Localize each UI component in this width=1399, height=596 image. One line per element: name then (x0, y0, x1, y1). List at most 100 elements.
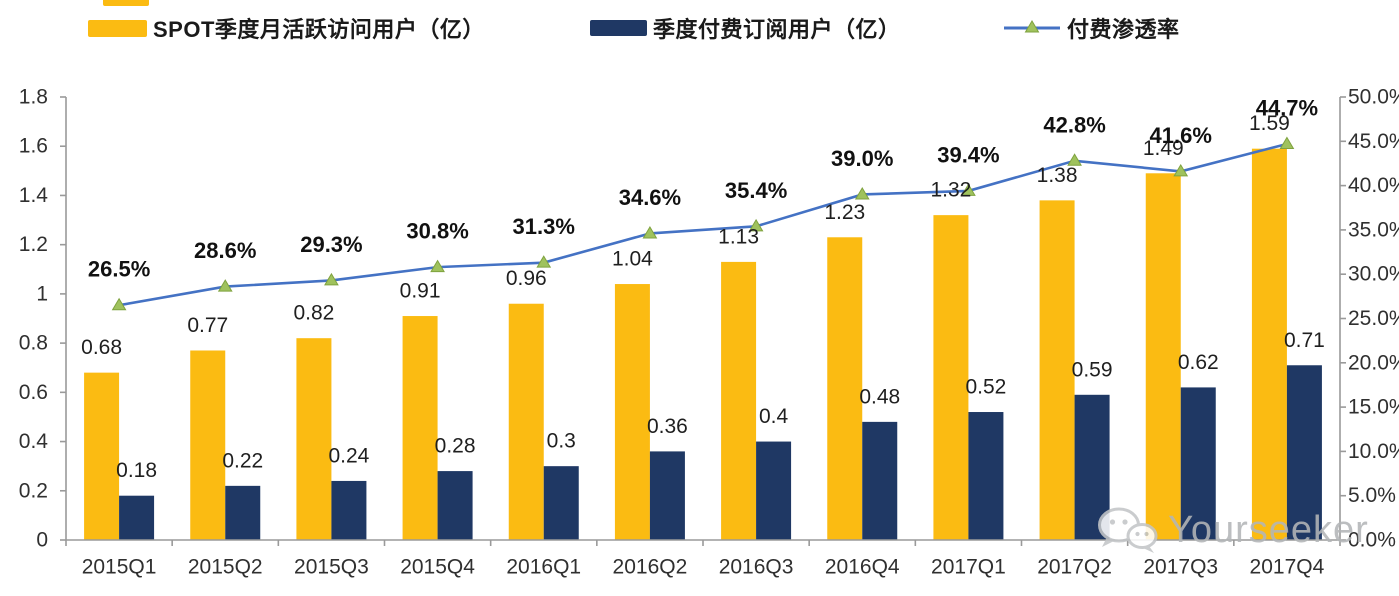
mau-value-label: 1.49 (1143, 137, 1184, 160)
left-axis-tick-label: 0.6 (19, 381, 48, 404)
mau-legend-swatch (88, 19, 147, 37)
subs-value-label: 0.3 (547, 430, 576, 453)
mau-value-label: 1.13 (718, 225, 759, 248)
x-axis-category-label: 2016Q2 (613, 556, 688, 579)
bar-subscribers (543, 466, 579, 540)
subs-value-label: 0.52 (965, 376, 1006, 399)
penetration-value-label: 44.7% (1256, 95, 1318, 120)
mau-value-label: 0.82 (293, 302, 334, 325)
mau-value-label: 1.38 (1037, 164, 1078, 187)
subs-value-label: 0.59 (1072, 358, 1113, 381)
bar-mau (402, 316, 438, 540)
subs-value-label: 0.4 (759, 405, 789, 428)
left-axis-tick-label: 0.2 (19, 479, 48, 502)
subs-value-label: 0.18 (116, 459, 157, 482)
bar-mau (827, 237, 863, 541)
penetration-legend-marker (1004, 20, 1060, 33)
bar-subscribers (331, 480, 367, 540)
x-axis-category-label: 2017Q3 (1143, 556, 1218, 579)
penetration-marker (1067, 153, 1082, 166)
bar-subscribers (1180, 387, 1216, 540)
bar-mau (190, 350, 226, 540)
penetration-marker (642, 225, 658, 239)
penetration-value-label: 28.6% (194, 238, 256, 263)
penetration-value-label: 41.6% (1150, 123, 1212, 148)
penetration-value-label: 35.4% (725, 178, 787, 203)
subs-value-label: 0.48 (859, 385, 900, 408)
penetration-value-label: 26.5% (88, 257, 150, 282)
right-axis-tick-label: 45.0% (1348, 130, 1399, 153)
bar-subscribers (649, 451, 685, 540)
bar-mau (508, 303, 544, 540)
x-axis-category-label: 2015Q4 (400, 556, 475, 579)
mau-value-label: 1.04 (612, 248, 653, 271)
subs-legend-swatch (590, 20, 647, 36)
subs-value-label: 0.71 (1284, 329, 1325, 352)
bar-mau (84, 372, 120, 540)
mau-value-label: 1.59 (1249, 112, 1290, 135)
penetration-marker (854, 186, 870, 200)
right-axis-tick-label: 30.0% (1348, 263, 1399, 286)
bar-mau (933, 215, 969, 540)
left-axis-tick-label: 0 (36, 529, 48, 552)
right-axis-tick-label: 20.0% (1348, 351, 1399, 374)
penetration-line (118, 142, 1288, 307)
right-axis-tick-label: 15.0% (1348, 396, 1399, 419)
right-axis-tick-label: 25.0% (1348, 307, 1399, 330)
x-axis-category-label: 2016Q1 (506, 556, 581, 579)
subs-value-label: 0.22 (222, 449, 263, 472)
legend-item-penetration: 付费渗透率 (1003, 14, 1180, 42)
penetration-marker (1279, 136, 1295, 149)
subs-value-label: 0.62 (1178, 351, 1219, 374)
x-axis-category-label: 2017Q1 (931, 556, 1006, 579)
subs-value-label: 0.28 (435, 435, 476, 458)
bar-subscribers (119, 495, 155, 540)
x-axis-category-label: 2016Q4 (825, 556, 900, 579)
bar-mau (614, 284, 650, 540)
left-axis-tick-label: 0.8 (19, 332, 48, 355)
left-axis-tick-label: 1 (36, 282, 48, 305)
x-axis-category-label: 2017Q4 (1250, 556, 1325, 579)
legend-item-subscribers: 季度付费订阅用户（亿） (590, 14, 901, 42)
mau-value-label: 0.77 (187, 314, 228, 337)
bar-subscribers (968, 412, 1004, 540)
bar-mau (1039, 200, 1075, 540)
subs-value-label: 0.24 (328, 444, 369, 467)
penetration-value-label: 29.3% (300, 232, 362, 257)
bar-subscribers (1074, 394, 1110, 540)
right-axis-tick-label: 0.0% (1348, 529, 1396, 552)
mau-value-label: 0.91 (400, 280, 441, 303)
penetration-marker (217, 279, 233, 292)
x-axis-category-label: 2016Q3 (719, 556, 794, 579)
mau-value-label: 0.96 (506, 267, 547, 290)
bar-subscribers (437, 471, 473, 540)
right-axis-tick-label: 10.0% (1348, 440, 1399, 463)
penetration-marker (324, 272, 339, 286)
mau-value-label: 0.68 (81, 336, 122, 359)
x-axis-category-label: 2015Q2 (188, 556, 263, 579)
left-axis-tick-label: 0.4 (19, 430, 49, 453)
legend-label-mau: SPOT季度月活跃访问用户（亿） (153, 17, 485, 42)
penetration-value-label: 39.4% (937, 142, 999, 167)
bar-subscribers (225, 485, 261, 540)
penetration-marker (1173, 163, 1189, 177)
right-axis-tick-label: 5.0% (1348, 484, 1396, 507)
penetration-marker (961, 183, 976, 196)
penetration-value-label: 31.3% (513, 214, 575, 239)
left-axis-tick-label: 1.2 (19, 233, 48, 256)
bar-subscribers (756, 441, 792, 540)
bar-mau (1145, 173, 1181, 541)
penetration-value-label: 34.6% (619, 185, 681, 210)
x-axis-category-label: 2015Q3 (294, 556, 369, 579)
mau-value-label: 1.32 (930, 179, 971, 202)
penetration-value-label: 39.0% (831, 146, 893, 171)
bar-mau (1251, 148, 1287, 540)
left-axis-tick-label: 1.8 (19, 86, 48, 109)
bar-subscribers (862, 421, 898, 540)
right-axis-tick-label: 50.0% (1348, 86, 1399, 109)
x-axis-category-label: 2017Q2 (1037, 556, 1112, 579)
legend-item-mau: SPOT季度月活跃访问用户（亿） (88, 14, 485, 42)
bar-mau (296, 338, 332, 540)
x-axis-category-label: 2015Q1 (82, 556, 157, 579)
